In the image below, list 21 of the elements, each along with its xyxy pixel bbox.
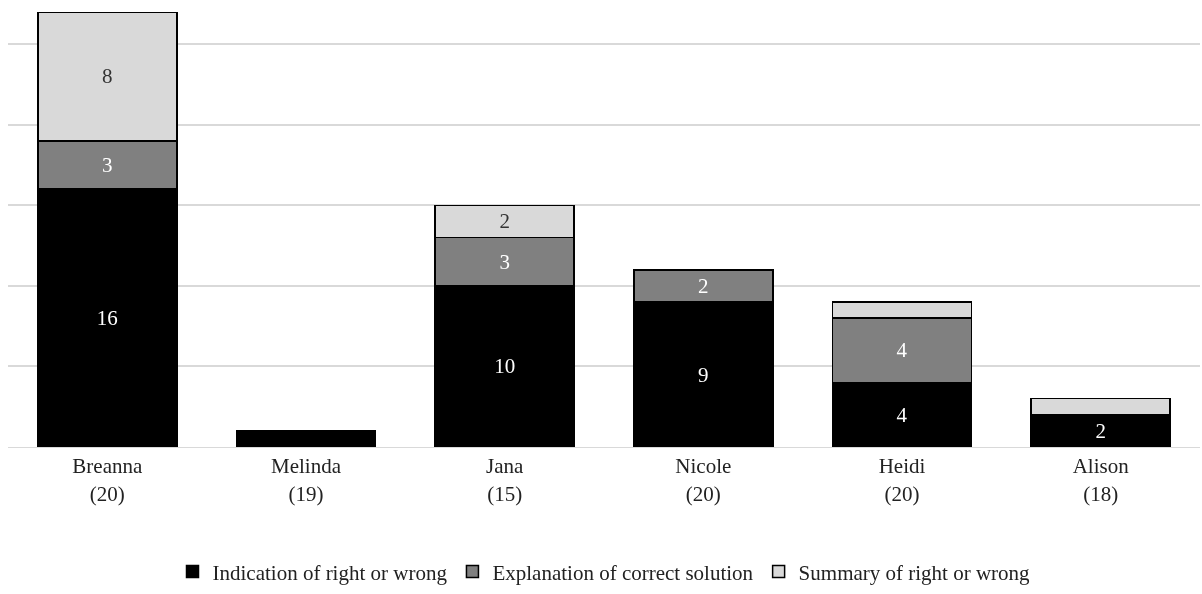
data-label: 16	[96, 306, 118, 331]
data-label: 10	[494, 354, 516, 379]
data-label: 4	[896, 402, 908, 427]
data-label: 3	[499, 249, 510, 274]
x-tick-label: Melinda (19)	[271, 454, 342, 506]
legend-label: Explanation of correct solution	[492, 560, 754, 585]
x-tick-label: Alison (18)	[1072, 454, 1130, 506]
data-label: 3	[102, 153, 113, 178]
data-label: 9	[698, 362, 709, 387]
bar	[235, 430, 377, 447]
x-tick-label: Jana (15)	[486, 454, 524, 506]
legend-label: Summary of right or wrong	[798, 560, 1031, 585]
x-tick-label: Breanna (20)	[72, 454, 143, 506]
data-label: 2	[698, 273, 709, 298]
data-label: 8	[102, 64, 113, 89]
data-label: 2	[1095, 418, 1106, 443]
x-tick-label: Heidi (20)	[878, 454, 926, 506]
data-label: 4	[896, 338, 908, 363]
legend-label: Indication of right or wrong	[212, 560, 448, 585]
x-tick-label: Nicole (20)	[675, 454, 732, 506]
data-label: 2	[499, 209, 510, 234]
